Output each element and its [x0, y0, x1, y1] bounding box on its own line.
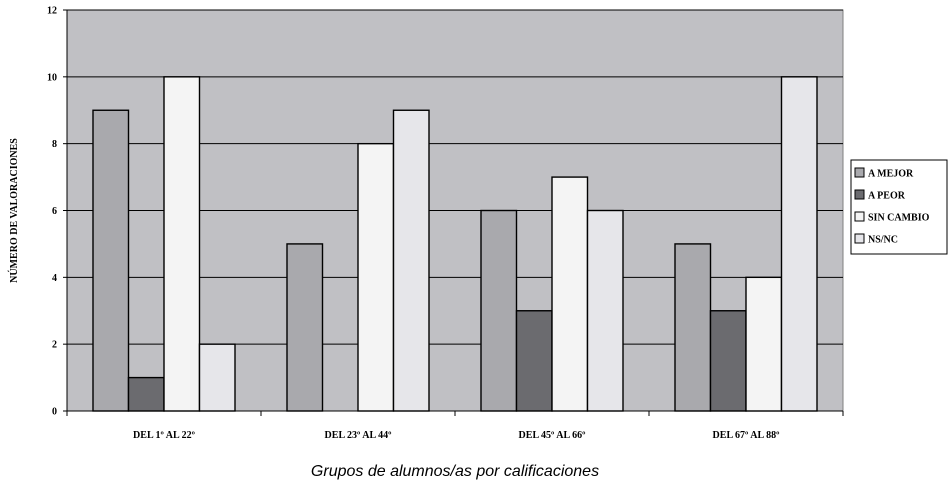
legend-label: NS/NC	[868, 235, 898, 246]
y-tick-label: 0	[52, 407, 57, 418]
bar	[515, 310, 553, 412]
y-tick-label: 8	[52, 139, 57, 150]
bar	[709, 310, 747, 412]
legend-box	[850, 159, 948, 255]
bar	[92, 109, 130, 412]
legend: A MEJOR A PEOR SIN CAMBIO NS/NC	[850, 159, 948, 255]
legend-swatch	[854, 189, 865, 200]
y-axis: 0 2 4 6 8 10 12	[47, 6, 68, 418]
bar	[286, 243, 324, 412]
bar	[392, 109, 430, 412]
legend-label: SIN CAMBIO	[868, 213, 930, 224]
x-tick-label: DEL 23º AL 44º	[325, 430, 393, 441]
x-tick-label: DEL 1º AL 22º	[133, 430, 196, 441]
bar	[551, 176, 589, 412]
legend-swatch	[854, 211, 865, 222]
legend-swatch	[854, 233, 865, 244]
x-axis: DEL 1º AL 22º DEL 23º AL 44º DEL 45º AL 66…	[66, 410, 844, 441]
y-axis-label: NÚMERO DE VALORACIONES	[8, 138, 20, 283]
bar	[163, 76, 201, 412]
bar	[357, 142, 395, 412]
bar	[745, 276, 783, 412]
y-tick-label: 2	[52, 340, 57, 351]
bar	[198, 343, 236, 412]
x-axis-label: Grupos de alumnos/as por calificaciones	[311, 463, 599, 480]
legend-swatch	[854, 167, 865, 178]
y-tick-label: 10	[47, 72, 57, 83]
x-tick-label: DEL 67º AL 88º	[713, 430, 781, 441]
bar	[480, 209, 518, 412]
bar	[586, 209, 624, 412]
y-tick-label: 6	[52, 206, 57, 217]
y-tick-label: 12	[47, 6, 57, 17]
legend-label: A PEOR	[868, 191, 906, 202]
bar	[127, 376, 165, 412]
bars	[92, 76, 818, 412]
legend-label: A MEJOR	[868, 169, 914, 180]
bar	[674, 243, 712, 412]
bar	[780, 76, 818, 412]
x-tick-label: DEL 45º AL 66º	[519, 430, 587, 441]
y-tick-label: 4	[52, 273, 57, 284]
